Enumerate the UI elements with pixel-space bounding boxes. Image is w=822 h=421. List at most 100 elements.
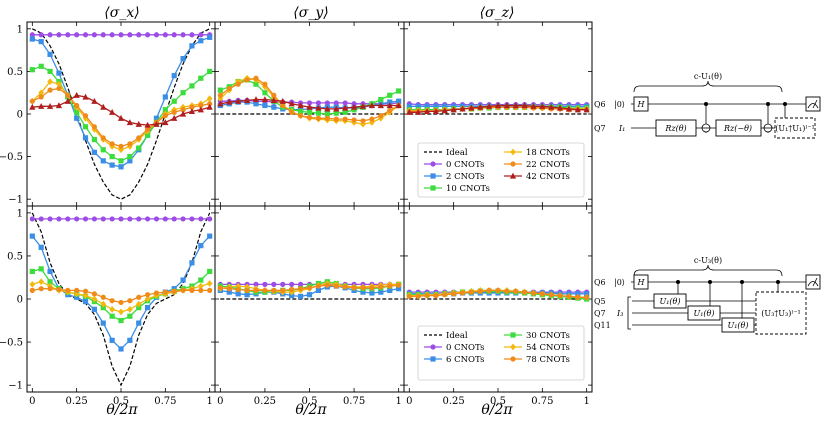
data-point xyxy=(324,111,330,117)
data-point xyxy=(477,103,484,110)
data-point xyxy=(297,286,304,292)
data-point xyxy=(206,280,213,287)
column-title-sx: ⟨σ_x⟩ xyxy=(104,5,139,21)
data-point xyxy=(73,91,80,98)
data-point xyxy=(207,216,213,222)
data-point xyxy=(118,32,124,38)
y-tick-label: 1 xyxy=(17,208,23,219)
data-point xyxy=(82,216,89,222)
circuit-bottom-input-label: I₃ xyxy=(616,309,623,318)
data-point xyxy=(324,100,330,106)
data-point xyxy=(91,216,97,222)
circuit-top-h-label: H xyxy=(637,100,646,109)
data-point xyxy=(117,114,125,121)
data-point xyxy=(280,281,286,287)
data-point xyxy=(504,288,510,294)
data-point xyxy=(91,97,98,104)
data-point xyxy=(74,287,80,293)
panel-frame xyxy=(403,205,593,393)
data-point xyxy=(136,32,142,38)
data-point xyxy=(38,278,45,286)
data-point xyxy=(56,70,62,76)
data-point xyxy=(74,102,80,109)
data-point xyxy=(180,32,186,38)
data-point xyxy=(56,85,62,92)
data-point xyxy=(189,260,195,266)
data-point xyxy=(342,116,348,122)
data-point xyxy=(179,110,187,117)
data-point xyxy=(136,294,142,300)
data-point xyxy=(198,277,204,283)
data-point xyxy=(342,100,348,106)
data-point xyxy=(253,281,259,287)
data-point xyxy=(38,38,44,45)
data-point xyxy=(162,32,168,38)
data-point xyxy=(226,98,233,105)
circuit-bottom-meter-icon xyxy=(807,277,819,287)
data-point xyxy=(171,32,177,38)
data-point xyxy=(306,114,313,121)
legend-frame xyxy=(417,325,585,381)
data-point xyxy=(235,282,242,290)
circuit-top-input-label: I₁ xyxy=(618,124,625,133)
data-point xyxy=(360,285,366,291)
data-point xyxy=(315,287,322,293)
data-point xyxy=(118,164,124,170)
legends: Ideal 0 CNOTs 2 CNOTs 10 CNOTs 18 CNOTs 22 CN… xyxy=(417,142,585,381)
data-point xyxy=(100,300,107,308)
data-point xyxy=(38,266,44,272)
circuit-bottom-ctrl1-dot xyxy=(676,280,680,284)
data-point xyxy=(271,104,277,110)
data-point xyxy=(486,102,493,109)
data-point xyxy=(387,92,393,98)
data-point xyxy=(359,102,367,109)
data-point xyxy=(29,98,35,104)
data-point xyxy=(100,320,106,326)
data-point xyxy=(360,118,366,124)
data-point xyxy=(289,286,295,293)
data-point xyxy=(91,32,97,38)
data-point xyxy=(406,103,412,109)
circuit-bottom-control-dot xyxy=(776,280,780,284)
circuit-bottom-ctrl2-dot xyxy=(708,280,712,284)
data-point xyxy=(29,67,35,73)
legend-label: 78 CNOTs xyxy=(526,355,570,365)
data-point xyxy=(47,87,53,93)
data-point xyxy=(82,288,89,294)
data-point xyxy=(217,92,223,98)
data-point xyxy=(180,287,186,293)
legend-label: 0 CNOTs xyxy=(446,160,484,170)
data-point xyxy=(271,287,277,293)
data-point xyxy=(539,102,546,109)
data-point xyxy=(145,126,151,132)
data-point xyxy=(136,135,142,141)
data-point xyxy=(109,216,115,222)
data-point xyxy=(109,313,115,319)
data-point xyxy=(350,103,358,110)
data-point xyxy=(162,94,168,100)
data-point xyxy=(207,268,213,275)
circuit-top-brace-label: c-U₁(θ) xyxy=(694,72,722,81)
data-point xyxy=(289,281,295,287)
data-point xyxy=(442,103,448,109)
data-point xyxy=(188,108,196,115)
data-point xyxy=(235,286,241,293)
data-point xyxy=(584,291,590,297)
circuit-top-cnot2-control xyxy=(766,102,770,106)
data-point xyxy=(162,113,168,119)
data-point xyxy=(297,102,304,109)
data-point xyxy=(109,141,115,147)
data-point xyxy=(29,280,36,288)
data-point xyxy=(144,295,151,303)
data-point xyxy=(118,299,124,306)
data-point xyxy=(162,216,168,222)
data-point xyxy=(198,102,204,109)
data-point xyxy=(46,102,54,109)
data-point xyxy=(262,81,268,87)
panel-frame xyxy=(26,21,216,207)
legend-swatch-marker xyxy=(430,185,436,191)
data-point xyxy=(91,149,97,155)
data-point xyxy=(253,81,259,87)
data-point xyxy=(47,279,53,285)
circuit-bottom: c-U₃(θ) Q6 Q5 Q7 Q11 |0⟩ I₃ H U₁(θ) U₁(θ… xyxy=(594,256,821,335)
